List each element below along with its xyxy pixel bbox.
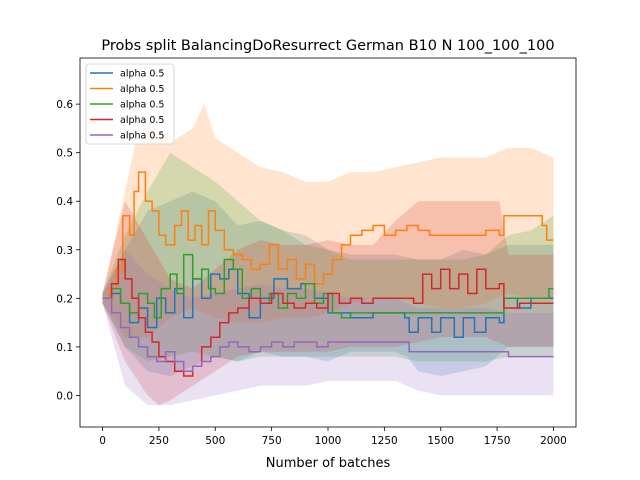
legend-label: alpha 0.5 — [120, 131, 164, 142]
series-1-line — [102, 268, 554, 338]
x-tick-label: 500 — [205, 435, 225, 447]
legend-label: alpha 0.5 — [120, 115, 164, 126]
legend-label: alpha 0.5 — [120, 84, 164, 95]
x-axis: 0 250 500 750 1000 1250 1500 1750 2000 — [99, 427, 567, 447]
x-tick-label: 750 — [262, 435, 282, 447]
x-tick-label: 1500 — [427, 435, 454, 447]
series-3-line — [102, 253, 554, 319]
y-tick-label: 0.5 — [56, 148, 73, 160]
legend-box — [85, 63, 175, 145]
y-tick-label: 0.0 — [56, 390, 73, 402]
y-tick-label: 0.1 — [56, 342, 73, 354]
x-tick-label: 250 — [149, 435, 169, 447]
legend-label: alpha 0.5 — [120, 69, 164, 80]
x-tick-label: 2000 — [540, 435, 567, 447]
y-tick-label: 0.4 — [56, 196, 73, 208]
series-4-line — [102, 258, 554, 377]
series-5-band — [102, 249, 554, 406]
x-tick-label: 0 — [99, 435, 106, 447]
series-5-line — [102, 297, 554, 372]
x-tick-label: 1750 — [484, 435, 511, 447]
x-axis-label: Number of batches — [266, 456, 391, 471]
y-tick-label: 0.3 — [56, 245, 73, 257]
y-tick-label: 0.2 — [56, 293, 73, 305]
series-lines — [102, 171, 554, 377]
legend: alpha 0.5 alpha 0.5 alpha 0.5 alpha 0.5 alph… — [85, 63, 175, 145]
x-tick-label: 1000 — [315, 435, 342, 447]
legend-label: alpha 0.5 — [120, 100, 164, 111]
y-tick-label: 0.6 — [56, 99, 73, 111]
y-axis: 0.0 0.1 0.2 0.3 0.4 0.5 0.6 — [56, 99, 80, 402]
series-3-band — [102, 152, 554, 362]
x-tick-label: 1250 — [371, 435, 398, 447]
series-2-line — [102, 171, 554, 300]
chart-title: Probs split BalancingDoResurrect German … — [101, 38, 554, 54]
